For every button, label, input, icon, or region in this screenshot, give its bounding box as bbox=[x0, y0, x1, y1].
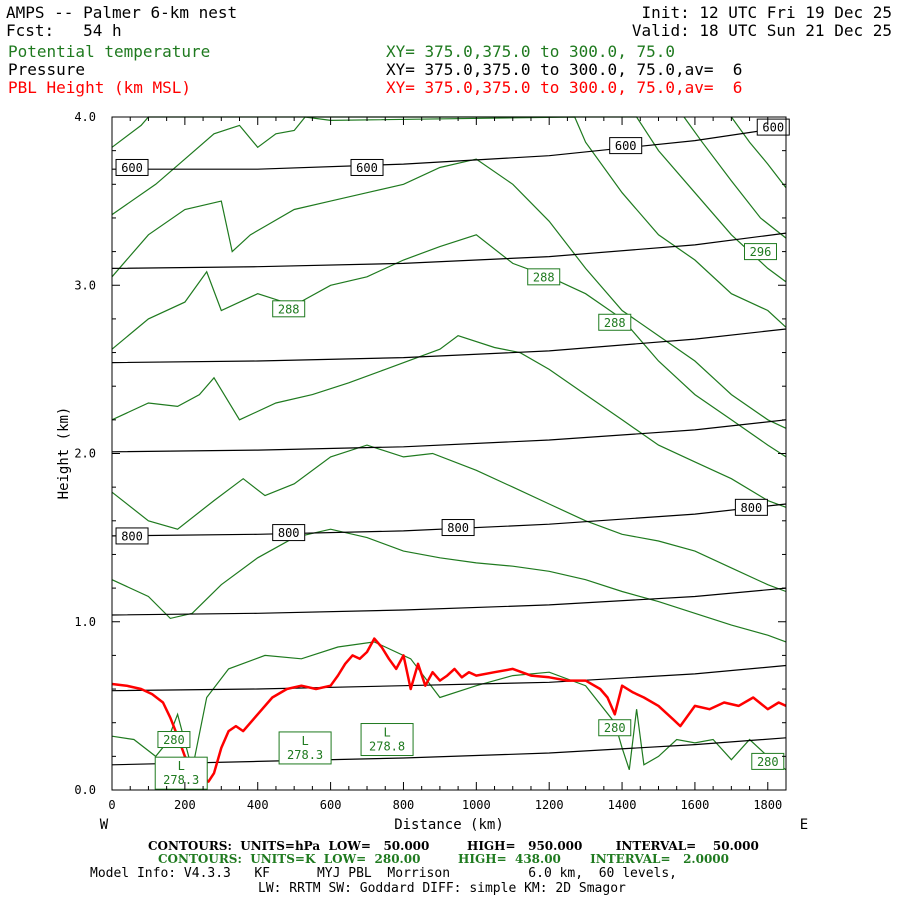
legend-theta-name: Potential temperature bbox=[8, 42, 211, 61]
valid-time: Valid: 18 UTC Sun 21 Dec 25 bbox=[631, 21, 892, 40]
pressure-label-800-4: 800 bbox=[115, 527, 149, 545]
init-time: Init: 12 UTC Fri 19 Dec 25 bbox=[641, 3, 892, 22]
footer-theta-contours: CONTOURS: UNITS=K LOW= 280.00 HIGH= 438.… bbox=[158, 852, 729, 866]
x-tick-label: 600 bbox=[320, 798, 342, 812]
y-tick-label: 2.0 bbox=[74, 447, 96, 461]
y-tick-label: 4.0 bbox=[74, 110, 96, 124]
legend-pressure-xy: XY= 375.0,375.0 to 300.0, 75.0,av= 6 bbox=[386, 60, 743, 79]
theta-label-280-1: 280 bbox=[598, 719, 632, 737]
theta-label-288-3: 288 bbox=[272, 300, 306, 318]
legend-pressure-name: Pressure bbox=[8, 60, 86, 79]
pressure-label-600-0: 600 bbox=[115, 158, 149, 176]
pressure-contour-850 bbox=[111, 587, 787, 616]
svg-text:600: 600 bbox=[762, 121, 784, 135]
x-tick-label: 1800 bbox=[753, 798, 782, 812]
svg-text:280: 280 bbox=[604, 721, 626, 735]
pressure-label-600-1: 600 bbox=[350, 158, 384, 176]
theta-contour-296 bbox=[683, 116, 787, 239]
pressure-label-600-2: 600 bbox=[609, 137, 643, 155]
y-tick-label: 3.0 bbox=[74, 278, 96, 292]
chart-title: AMPS -- Palmer 6-km nest bbox=[6, 3, 238, 22]
pbl-height-layer bbox=[111, 637, 787, 783]
pressure-label-800-6: 800 bbox=[441, 519, 475, 537]
svg-text:L: L bbox=[301, 734, 308, 748]
svg-text:288: 288 bbox=[533, 270, 555, 284]
pressure-contours-layer bbox=[111, 126, 787, 766]
x-axis-title: Distance (km) bbox=[394, 817, 504, 833]
forecast-hour: Fcst: 54 h bbox=[6, 21, 122, 40]
svg-text:600: 600 bbox=[615, 139, 637, 153]
footer-pressure-contours: CONTOURS: UNITS=hPa LOW= 50.000 HIGH= 95… bbox=[148, 839, 759, 853]
svg-text:L: L bbox=[178, 759, 185, 773]
theta-contour-282 bbox=[111, 528, 787, 643]
svg-text:280: 280 bbox=[163, 733, 185, 747]
svg-text:296: 296 bbox=[750, 245, 772, 259]
y-tick-label: 0.0 bbox=[74, 783, 96, 797]
pressure-label-800-7: 800 bbox=[734, 498, 768, 516]
theta-label-280-2: 280 bbox=[751, 752, 785, 770]
footer-physics: LW: RRTM SW: Goddard DIFF: simple KM: 2D… bbox=[258, 881, 626, 896]
svg-text:L: L bbox=[383, 726, 390, 740]
svg-text:800: 800 bbox=[447, 521, 469, 535]
x-tick-label: 1000 bbox=[462, 798, 491, 812]
pressure-contour-750 bbox=[111, 419, 787, 453]
svg-text:800: 800 bbox=[741, 501, 763, 515]
svg-text:280: 280 bbox=[757, 755, 779, 769]
pressure-contour-800 bbox=[111, 503, 787, 537]
theta-contour-292 bbox=[111, 116, 787, 328]
x-tick-label: 800 bbox=[393, 798, 415, 812]
pressure-contour-900 bbox=[111, 664, 787, 692]
legend-pbl-xy: XY= 375.0,375.0 to 300.0, 75.0,av= 6 bbox=[386, 78, 743, 97]
svg-text:288: 288 bbox=[604, 316, 626, 330]
y-axis-title: Height (km) bbox=[56, 407, 72, 500]
theta-label-280-0: 280 bbox=[157, 731, 191, 749]
x-tick-label: 1600 bbox=[680, 798, 709, 812]
svg-text:800: 800 bbox=[278, 526, 300, 540]
contour-labels-layer: 600 600 600 600 800 800 800 800 280 280 280 288 288 2… bbox=[115, 118, 790, 790]
svg-text:600: 600 bbox=[356, 161, 378, 175]
theta-contour-290 bbox=[111, 158, 787, 429]
axes-layer: 0 200 400 600 800 1000 1200 1400 1600 1800 0.0 1.0 2… bbox=[74, 110, 787, 812]
pbl-height-line bbox=[111, 637, 787, 783]
svg-text:278.3: 278.3 bbox=[163, 773, 199, 787]
legend-theta-xy: XY= 375.0,375.0 to 300.0, 75.0 bbox=[386, 42, 675, 61]
pressure-contour-600 bbox=[112, 126, 787, 170]
legend-pbl-name: PBL Height (km MSL) bbox=[8, 78, 192, 97]
theta-contour-286 bbox=[111, 335, 787, 508]
theta-contour-298 bbox=[730, 116, 787, 189]
pressure-label-800-5: 800 bbox=[272, 524, 306, 542]
x-axis-west-label: W bbox=[100, 817, 109, 833]
x-tick-label: 1400 bbox=[608, 798, 637, 812]
x-tick-label: 400 bbox=[247, 798, 269, 812]
pressure-contour-950 bbox=[111, 737, 787, 766]
theta-label-288-4: 288 bbox=[527, 268, 561, 286]
y-tick-label: 1.0 bbox=[74, 615, 96, 629]
x-tick-label: 1200 bbox=[535, 798, 564, 812]
footer-model-info: Model Info: V4.3.3 KF MYJ PBL Morrison 6… bbox=[90, 866, 677, 881]
pressure-contour-700 bbox=[111, 328, 787, 364]
svg-text:278.3: 278.3 bbox=[287, 748, 323, 762]
theta-label-288-5: 288 bbox=[598, 313, 632, 331]
pressure-contour-650 bbox=[111, 232, 787, 269]
theta-contour-288 bbox=[111, 234, 787, 458]
x-tick-label: 0 bbox=[108, 798, 115, 812]
svg-text:800: 800 bbox=[121, 529, 143, 543]
theta-label-296-6: 296 bbox=[743, 243, 777, 261]
svg-text:288: 288 bbox=[278, 302, 300, 316]
svg-text:278.8: 278.8 bbox=[369, 740, 405, 754]
theta-contours-layer bbox=[111, 116, 787, 771]
pressure-label-600-3: 600 bbox=[756, 118, 790, 136]
x-tick-label: 200 bbox=[174, 798, 196, 812]
theta-contour-284 bbox=[111, 444, 787, 593]
x-axis-east-label: E bbox=[800, 817, 808, 833]
theta-contour-280 bbox=[111, 641, 787, 771]
svg-text:600: 600 bbox=[121, 161, 143, 175]
